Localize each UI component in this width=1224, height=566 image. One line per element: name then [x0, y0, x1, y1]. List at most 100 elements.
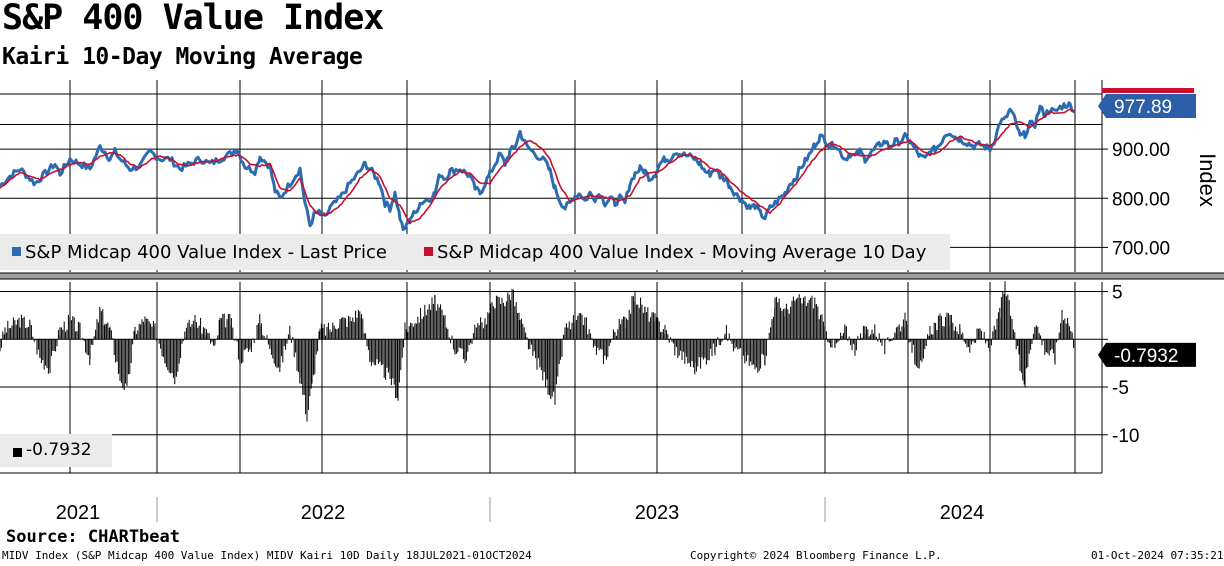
kairi-bar-364: [457, 339, 459, 353]
kairi-bar-33: [42, 339, 44, 361]
kairi-bar-506: [634, 290, 636, 340]
kairi-bar-823: [1031, 339, 1033, 345]
kairi-bar-715: [895, 327, 897, 340]
kairi-bar-172: [217, 335, 219, 340]
kairi-bar-131: [165, 339, 167, 368]
kairi-bar-367: [461, 339, 463, 349]
kairi-bar-53: [67, 314, 69, 340]
kairi-bar-56: [70, 320, 72, 340]
kairi-bar-575: [721, 339, 723, 342]
kairi-bar-302: [379, 339, 381, 361]
kairi-bar-156: [197, 327, 199, 340]
kairi-bar-363: [455, 339, 457, 354]
upper-ytick-label-0: 700.00: [1112, 238, 1170, 259]
kairi-bar-492: [617, 329, 619, 340]
kairi-bar-352: [442, 315, 444, 340]
kairi-bar-728: [912, 339, 914, 345]
kairi-bar-255: [320, 323, 322, 340]
kairi-bar-689: [864, 326, 866, 340]
kairi-bar-47: [59, 327, 61, 340]
kairi-bar-560: [702, 339, 704, 360]
kairi-bar-165: [208, 333, 210, 340]
kairi-bar-708: [887, 337, 889, 340]
kairi-bar-379: [475, 327, 477, 340]
kairi-bar-544: [682, 339, 684, 352]
kairi-bar-820: [1027, 339, 1029, 368]
kairi-bar-339: [425, 315, 427, 340]
kairi-bar-216: [272, 339, 274, 359]
kairi-bar-330: [414, 323, 416, 340]
kairi-bar-74: [93, 336, 95, 340]
kairi-bar-662: [830, 339, 832, 348]
kairi-bar-826: [1034, 327, 1036, 340]
kairi-bar-264: [332, 322, 334, 340]
kairi-bar-220: [277, 339, 279, 368]
kairi-bar-360: [452, 339, 454, 350]
kairi-bar-150: [190, 326, 192, 340]
kairi-bar-547: [685, 339, 687, 357]
kairi-bar-167: [211, 339, 213, 342]
kairi-bar-613: [768, 332, 770, 340]
kairi-bar-126: [160, 339, 162, 349]
kairi-bar-365: [458, 339, 460, 348]
kairi-bar-432: [542, 339, 544, 381]
kairi-bar-72: [90, 339, 92, 345]
kairi-bar-11: [14, 320, 16, 340]
kairi-bar-795: [996, 318, 998, 340]
kairi-bar-710: [890, 339, 892, 342]
kairi-bar-15: [19, 327, 21, 340]
kairi-bar-109: [138, 323, 140, 340]
kairi-bar-424: [532, 339, 534, 356]
kairi-bar-152: [192, 320, 194, 340]
kairi-bar-528: [662, 329, 664, 340]
kairi-bar-224: [282, 339, 284, 363]
kairi-bar-829: [1038, 333, 1040, 340]
kairi-bar-448: [562, 334, 564, 340]
kairi-bar-482: [604, 339, 606, 356]
kairi-bar-620: [777, 302, 779, 340]
kairi-bar-509: [638, 307, 640, 340]
kairi-bar-316: [397, 339, 399, 401]
kairi-bar-647: [811, 295, 813, 340]
kairi-bar-341: [428, 304, 430, 340]
lower-ytick-label-3: -10: [1112, 426, 1139, 447]
kairi-bar-526: [660, 332, 662, 340]
kairi-bar-44: [56, 339, 58, 347]
kairi-bar-313: [393, 339, 395, 385]
kairi-bar-454: [570, 329, 572, 340]
kairi-bar-711: [891, 339, 893, 341]
kairi-bar-510: [640, 297, 642, 340]
kairi-bar-180: [227, 313, 229, 340]
kairi-bar-176: [222, 313, 224, 340]
kairi-bar-750: [939, 313, 941, 340]
kairi-bar-182: [229, 324, 231, 340]
legend-swatch-ma: [424, 247, 433, 256]
kairi-bar-631: [791, 300, 793, 340]
kairi-bar-229: [289, 325, 291, 340]
kairi-bar-183: [230, 318, 232, 340]
kairi-bar-239: [300, 339, 302, 384]
kairi-bar-777: [973, 339, 975, 343]
kairi-bar-791: [990, 339, 992, 346]
upper-ytick-label-2: 900.00: [1112, 140, 1170, 161]
kairi-bar-718: [900, 331, 902, 340]
kairi-bar-32: [40, 339, 42, 364]
kairi-bar-399: [501, 297, 503, 340]
kairi-bar-97: [122, 339, 124, 389]
kairi-bar-684: [857, 335, 859, 340]
kairi-bar-645: [808, 299, 810, 340]
kairi-bar-310: [389, 339, 391, 379]
kairi-bar-400: [502, 302, 504, 340]
kairi-bar-244: [306, 339, 308, 417]
kairi-bar-304: [382, 339, 384, 365]
kairi-bar-488: [612, 329, 614, 340]
kairi-bar-479: [601, 339, 603, 350]
kairi-bar-276: [347, 315, 349, 340]
kairi-bar-658: [824, 322, 826, 340]
kairi-bar-805: [1008, 300, 1010, 340]
kairi-bar-317: [398, 339, 400, 383]
kairi-bar-200: [252, 338, 254, 340]
kairi-bar-498: [624, 327, 626, 340]
kairi-bar-359: [451, 335, 453, 340]
kairi-bar-368: [462, 339, 464, 360]
